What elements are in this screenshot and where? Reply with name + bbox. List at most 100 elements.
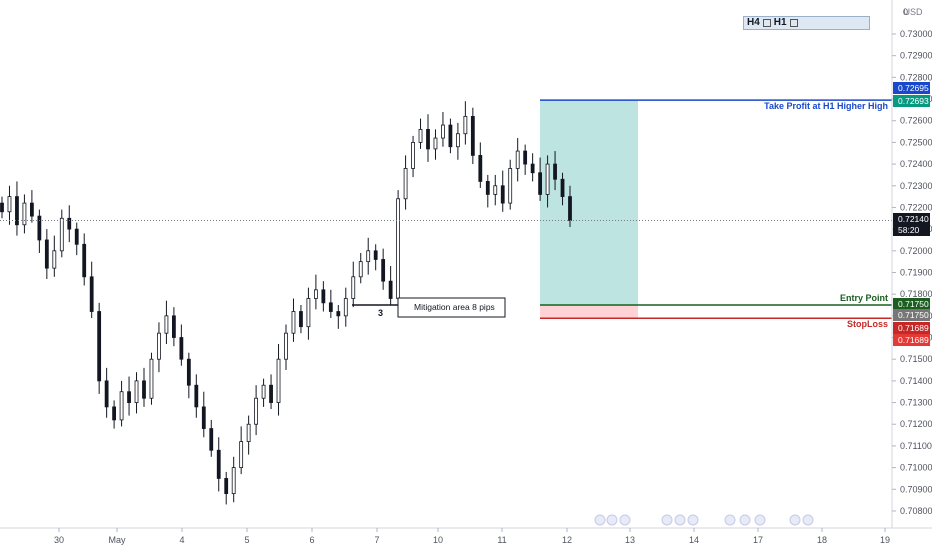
price-tick-label: 0.73000: [900, 29, 932, 39]
economic-event-icon: [754, 514, 766, 526]
price-label-text: 0.71750: [898, 310, 929, 320]
time-tick-label: 6: [309, 535, 314, 545]
economic-event-icon: [661, 514, 673, 526]
timeframe-h4[interactable]: H4: [747, 17, 760, 28]
price-label-text: 0.71689: [898, 335, 929, 345]
drawing-icon[interactable]: [762, 19, 771, 27]
economic-event-icon: [802, 514, 814, 526]
candle-body: [164, 315, 169, 334]
candle-body: [396, 198, 401, 299]
candle-body: [366, 250, 371, 263]
take-profit-label: Take Profit at H1 Higher High: [764, 101, 888, 111]
candle-body: [500, 185, 505, 204]
candle-body: [74, 228, 79, 245]
candle-body: [515, 150, 520, 169]
mitigation-label: Mitigation area 8 pips: [414, 302, 495, 312]
candle-body: [22, 202, 27, 226]
profit-zone: [540, 100, 638, 306]
candle-body: [448, 124, 453, 148]
price-tick-label: 0.71200: [900, 419, 932, 429]
economic-event-icon: [606, 514, 618, 526]
price-tick-label: 0.71800: [900, 289, 932, 299]
mitigation-box: [397, 297, 506, 318]
candle-body: [388, 280, 393, 299]
timeframe-h1[interactable]: H1: [773, 17, 787, 28]
candle-body: [560, 178, 565, 197]
price-tick-label: 0.72500: [900, 137, 932, 147]
candle-body: [373, 250, 378, 260]
candle-body: [119, 391, 124, 421]
time-tick-label: 5: [244, 535, 249, 545]
time-axis: 30 May 4 5 6 7 10 11 12 13 14 17 18 19: [54, 514, 890, 545]
candle-body: [97, 311, 102, 382]
economic-event-icon: [687, 514, 699, 526]
candle-body: [463, 115, 468, 135]
time-tick-label: 12: [562, 535, 572, 545]
candle-body: [403, 168, 408, 200]
candle-body: [411, 141, 415, 169]
candle-body: [82, 243, 87, 278]
candle-body: [313, 289, 318, 299]
candle-body: [455, 133, 460, 148]
candle-body: [194, 384, 199, 408]
candle-body: [52, 250, 57, 269]
candle-body: [216, 449, 221, 479]
price-tick-label: 0.70800: [900, 506, 932, 516]
candle-body: [508, 168, 513, 204]
candle-body: [343, 298, 348, 317]
candle-body: [523, 150, 528, 165]
candle-body: [328, 302, 333, 312]
price-tick-label: 0.71900: [900, 267, 932, 277]
candle-body: [231, 467, 236, 495]
candle-body: [209, 428, 214, 451]
candle-body: [284, 332, 288, 360]
price-label-badge: [893, 322, 930, 334]
candle-body: [291, 311, 296, 334]
candle-body: [426, 128, 430, 150]
candle-body: [433, 137, 438, 150]
candle-body: [149, 358, 154, 399]
candle-body: [441, 124, 445, 139]
candle-body: [89, 276, 94, 312]
price-label-badge: [893, 82, 930, 94]
candle-body: [224, 478, 229, 495]
candle-body: [246, 423, 251, 442]
timeframe-toolbar[interactable]: H4 H1: [743, 16, 870, 30]
loss-zone: [540, 305, 638, 319]
price-label-badge: [893, 298, 930, 310]
time-tick-label: 14: [689, 535, 699, 545]
candle-body: [179, 337, 184, 360]
stop-loss-label: StopLoss: [847, 319, 888, 329]
price-label-text: 0.71750: [898, 299, 929, 309]
time-tick-label: May: [108, 535, 126, 545]
currency-selector[interactable]: USD: [903, 7, 923, 17]
candle-body: [306, 298, 311, 328]
economic-event-icon: [674, 514, 686, 526]
candle-body: [269, 384, 273, 403]
candle-body: [134, 380, 139, 403]
candle-body: [44, 239, 49, 269]
economic-event-icon: [724, 514, 736, 526]
price-tick-label: 0.71100: [900, 441, 932, 451]
price-tick-label: 0.72900: [900, 51, 932, 61]
economic-event-icon: [619, 514, 631, 526]
price-tick-label: 0.72000: [900, 246, 932, 256]
candle-body: [127, 391, 131, 403]
candle-body: [321, 289, 326, 304]
price-tick-label: 0.71400: [900, 376, 932, 386]
time-tick-label: 18: [817, 535, 827, 545]
price-tick-label: 0.72600: [900, 116, 932, 126]
candle-body: [15, 196, 19, 226]
candle-body: [59, 217, 64, 252]
economic-event-icon: [789, 514, 801, 526]
chart-type-icon[interactable]: [789, 19, 798, 27]
economic-event-icon: [739, 514, 751, 526]
time-tick-label: 17: [753, 535, 763, 545]
candle-body: [239, 441, 244, 469]
candle-body: [381, 259, 386, 282]
candle-body: [104, 380, 109, 408]
candle-body: [538, 172, 543, 195]
